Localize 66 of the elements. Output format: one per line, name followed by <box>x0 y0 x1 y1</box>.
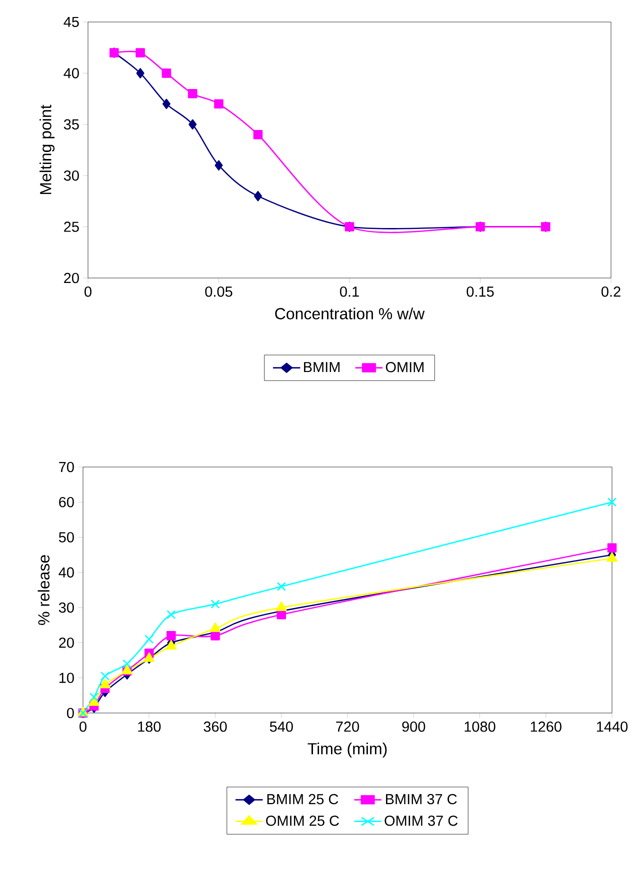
y-tick-label: 45 <box>64 16 79 28</box>
y-tick-label: 40 <box>58 567 74 578</box>
point <box>144 634 154 644</box>
y-tick-label: 20 <box>64 272 79 284</box>
y-axis-title: Melting point <box>40 104 55 194</box>
point <box>136 68 144 78</box>
y-tick-label: 0 <box>66 708 74 718</box>
legend-label: BMIM <box>304 362 340 372</box>
legend-label: OMIM 25 C <box>266 816 339 826</box>
point <box>214 160 223 170</box>
legend-label: OMIM 37 C <box>384 816 458 826</box>
y-tick-label: 30 <box>64 170 79 181</box>
x-tick-label: 0.2 <box>601 286 620 297</box>
y-axis-title: % release <box>38 555 50 625</box>
point <box>276 610 286 620</box>
point <box>166 640 177 650</box>
y-tick-label: 60 <box>59 497 74 508</box>
y-tick-label: 40 <box>64 68 79 78</box>
y-tick-label: 50 <box>58 532 74 542</box>
point <box>276 601 287 611</box>
point <box>210 600 220 609</box>
point <box>162 68 172 78</box>
legend-label: BMIM 25 C <box>267 794 338 804</box>
x-tick-label: 360 <box>204 722 227 732</box>
x-tick-label: 0 <box>80 722 86 732</box>
point <box>606 552 618 562</box>
point <box>607 498 617 507</box>
point <box>89 692 99 702</box>
point <box>210 622 221 632</box>
x-tick-label: 0.15 <box>466 286 494 297</box>
point <box>122 659 132 668</box>
x-tick-label: 1260 <box>530 722 562 732</box>
point <box>276 582 286 592</box>
y-tick-label: 70 <box>59 462 74 472</box>
point <box>210 631 220 640</box>
y-tick-label: 25 <box>64 222 79 232</box>
point <box>214 99 224 109</box>
x-axis-title: Concentration % w/w <box>275 308 425 320</box>
point <box>188 119 197 130</box>
legend-label: BMIM 37 C <box>386 794 457 804</box>
point <box>253 130 263 140</box>
y-tick-label: 35 <box>64 119 79 130</box>
point <box>166 610 176 620</box>
x-tick-label: 1080 <box>464 722 496 732</box>
x-tick-label: 180 <box>138 722 161 732</box>
point <box>162 98 170 110</box>
x-tick-label: 0.1 <box>340 286 359 297</box>
point <box>100 678 110 688</box>
x-tick-label: 0 <box>84 286 92 297</box>
point <box>254 190 262 202</box>
point <box>100 672 110 681</box>
x-tick-label: 540 <box>270 722 293 732</box>
point <box>88 696 100 706</box>
x-tick-label: 0.05 <box>205 286 232 297</box>
x-tick-label: 900 <box>402 722 426 732</box>
point <box>136 48 145 58</box>
x-tick-label: 720 <box>336 722 360 732</box>
x-tick-label: 1440 <box>596 722 628 732</box>
legend-label: OMIM <box>386 362 424 372</box>
point <box>607 543 617 552</box>
point <box>188 89 198 98</box>
y-tick-label: 10 <box>59 672 74 683</box>
x-axis-title: Time (mim) <box>308 742 387 758</box>
y-tick-label: 30 <box>58 602 74 613</box>
y-tick-label: 20 <box>59 638 74 648</box>
point <box>166 631 176 640</box>
